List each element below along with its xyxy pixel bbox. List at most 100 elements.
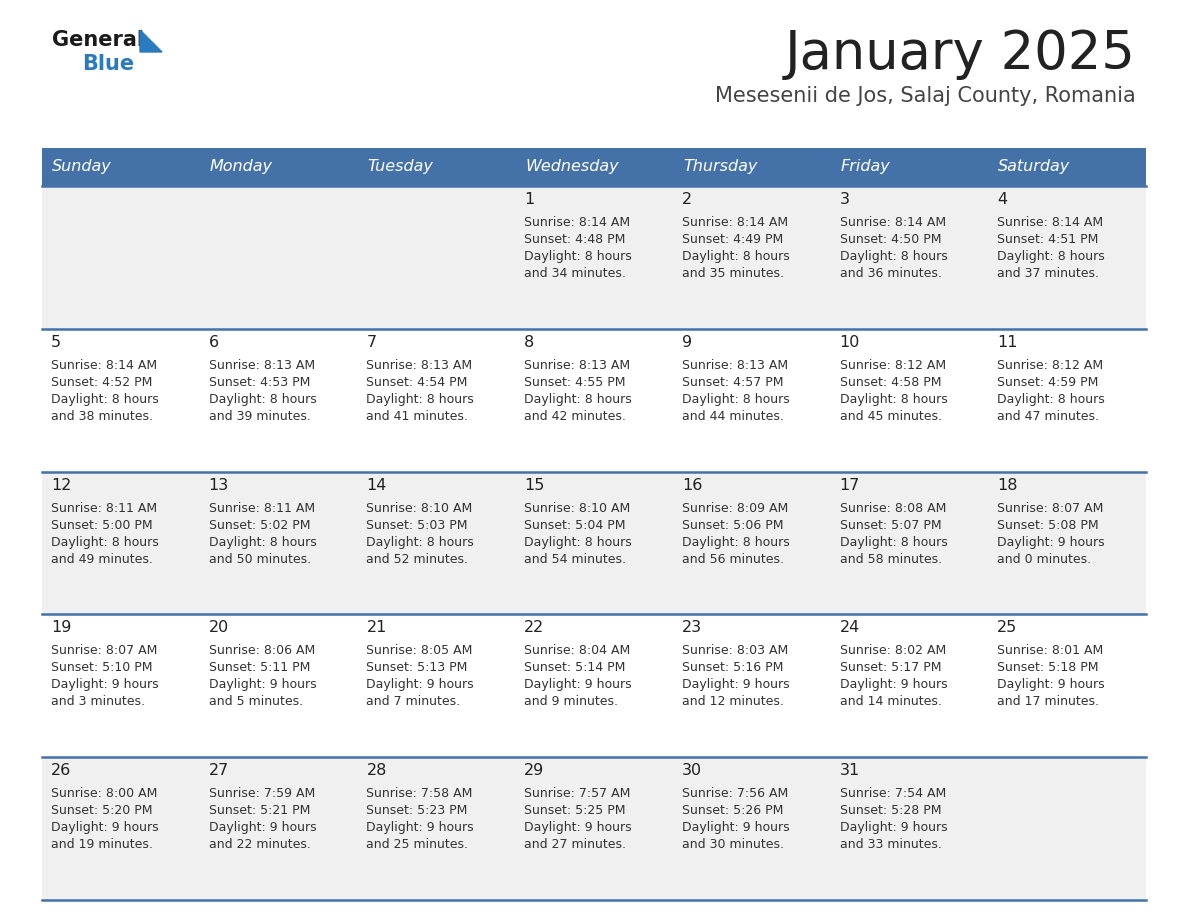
Text: Sunset: 5:14 PM: Sunset: 5:14 PM [524,661,626,675]
Text: Monday: Monday [210,160,273,174]
Text: Daylight: 8 hours: Daylight: 8 hours [524,535,632,549]
Text: Sunrise: 8:13 AM: Sunrise: 8:13 AM [524,359,631,372]
Text: Sunrise: 8:14 AM: Sunrise: 8:14 AM [51,359,157,372]
Text: 5: 5 [51,335,61,350]
Bar [42,757,1146,900]
Text: Sunset: 4:55 PM: Sunset: 4:55 PM [524,375,626,389]
Text: and 37 minutes.: and 37 minutes. [997,267,1099,280]
Text: 13: 13 [209,477,229,493]
Text: and 39 minutes.: and 39 minutes. [209,409,310,423]
Bar [358,148,516,186]
Text: Tuesday: Tuesday [367,160,434,174]
Text: Daylight: 9 hours: Daylight: 9 hours [524,822,632,834]
Text: Blue: Blue [82,54,134,74]
Text: and 30 minutes.: and 30 minutes. [682,838,784,851]
Text: Sunset: 4:51 PM: Sunset: 4:51 PM [997,233,1099,246]
Bar [42,472,1146,614]
Text: Sunrise: 8:01 AM: Sunrise: 8:01 AM [997,644,1104,657]
Text: 17: 17 [840,477,860,493]
Text: 23: 23 [682,621,702,635]
Text: and 27 minutes.: and 27 minutes. [524,838,626,851]
Text: Sunset: 5:00 PM: Sunset: 5:00 PM [51,519,152,532]
Text: Sunrise: 8:07 AM: Sunrise: 8:07 AM [51,644,157,657]
Text: Sunset: 4:49 PM: Sunset: 4:49 PM [682,233,783,246]
Text: Daylight: 8 hours: Daylight: 8 hours [840,250,947,263]
Text: 2: 2 [682,192,691,207]
Text: Sunset: 5:13 PM: Sunset: 5:13 PM [366,661,468,675]
Text: Daylight: 9 hours: Daylight: 9 hours [997,535,1105,549]
Text: Sunset: 5:07 PM: Sunset: 5:07 PM [840,519,941,532]
Text: Daylight: 9 hours: Daylight: 9 hours [209,678,316,691]
Text: Sunrise: 8:14 AM: Sunrise: 8:14 AM [997,216,1104,229]
Text: 6: 6 [209,335,219,350]
Text: Sunrise: 8:09 AM: Sunrise: 8:09 AM [682,501,788,515]
Text: and 49 minutes.: and 49 minutes. [51,553,153,565]
Text: Sunrise: 8:08 AM: Sunrise: 8:08 AM [840,501,946,515]
Bar [516,148,672,186]
Text: 26: 26 [51,763,71,778]
Text: Sunset: 4:59 PM: Sunset: 4:59 PM [997,375,1099,389]
Text: 19: 19 [51,621,71,635]
Text: 27: 27 [209,763,229,778]
Bar [42,148,200,186]
Text: Daylight: 9 hours: Daylight: 9 hours [524,678,632,691]
Text: Daylight: 9 hours: Daylight: 9 hours [209,822,316,834]
Text: Daylight: 8 hours: Daylight: 8 hours [209,535,316,549]
Text: Thursday: Thursday [683,160,757,174]
Text: Friday: Friday [841,160,890,174]
Text: Sunrise: 8:05 AM: Sunrise: 8:05 AM [366,644,473,657]
Text: and 33 minutes.: and 33 minutes. [840,838,941,851]
Text: and 58 minutes.: and 58 minutes. [840,553,942,565]
Text: Sunrise: 7:57 AM: Sunrise: 7:57 AM [524,788,631,800]
Bar [830,148,988,186]
Text: Daylight: 8 hours: Daylight: 8 hours [997,393,1105,406]
Text: and 50 minutes.: and 50 minutes. [209,553,311,565]
Text: Sunrise: 8:13 AM: Sunrise: 8:13 AM [682,359,788,372]
Text: 31: 31 [840,763,860,778]
Text: 30: 30 [682,763,702,778]
Text: and 36 minutes.: and 36 minutes. [840,267,941,280]
Text: Sunrise: 8:12 AM: Sunrise: 8:12 AM [997,359,1104,372]
Text: and 5 minutes.: and 5 minutes. [209,696,303,709]
Text: Daylight: 9 hours: Daylight: 9 hours [682,822,790,834]
Text: Sunrise: 8:14 AM: Sunrise: 8:14 AM [682,216,788,229]
Text: Daylight: 9 hours: Daylight: 9 hours [366,678,474,691]
Text: Sunrise: 8:06 AM: Sunrise: 8:06 AM [209,644,315,657]
Text: 15: 15 [524,477,544,493]
Text: and 25 minutes.: and 25 minutes. [366,838,468,851]
Text: and 54 minutes.: and 54 minutes. [524,553,626,565]
Text: Sunrise: 8:14 AM: Sunrise: 8:14 AM [524,216,631,229]
Text: Daylight: 9 hours: Daylight: 9 hours [366,822,474,834]
Text: Sunset: 5:11 PM: Sunset: 5:11 PM [209,661,310,675]
Text: Daylight: 8 hours: Daylight: 8 hours [524,393,632,406]
Text: Daylight: 8 hours: Daylight: 8 hours [840,535,947,549]
Bar [988,148,1146,186]
Text: Sunset: 5:25 PM: Sunset: 5:25 PM [524,804,626,817]
Text: Sunrise: 8:13 AM: Sunrise: 8:13 AM [366,359,473,372]
Text: Mesesenii de Jos, Salaj County, Romania: Mesesenii de Jos, Salaj County, Romania [715,86,1136,106]
Text: Sunset: 5:02 PM: Sunset: 5:02 PM [209,519,310,532]
Text: Sunrise: 7:56 AM: Sunrise: 7:56 AM [682,788,788,800]
Text: Daylight: 9 hours: Daylight: 9 hours [840,678,947,691]
Text: Wednesday: Wednesday [525,160,619,174]
Text: Sunset: 5:04 PM: Sunset: 5:04 PM [524,519,626,532]
Text: and 56 minutes.: and 56 minutes. [682,553,784,565]
Text: Daylight: 9 hours: Daylight: 9 hours [682,678,790,691]
Text: and 38 minutes.: and 38 minutes. [51,409,153,423]
Text: and 14 minutes.: and 14 minutes. [840,696,941,709]
Text: Sunset: 5:16 PM: Sunset: 5:16 PM [682,661,783,675]
Text: Sunset: 5:03 PM: Sunset: 5:03 PM [366,519,468,532]
Text: Sunset: 5:08 PM: Sunset: 5:08 PM [997,519,1099,532]
Text: Sunset: 5:21 PM: Sunset: 5:21 PM [209,804,310,817]
Text: January 2025: January 2025 [785,28,1136,80]
Text: and 7 minutes.: and 7 minutes. [366,696,461,709]
Text: Sunset: 4:48 PM: Sunset: 4:48 PM [524,233,626,246]
Text: Daylight: 8 hours: Daylight: 8 hours [997,250,1105,263]
Text: and 3 minutes.: and 3 minutes. [51,696,145,709]
Text: Sunset: 5:23 PM: Sunset: 5:23 PM [366,804,468,817]
Text: Sunset: 4:50 PM: Sunset: 4:50 PM [840,233,941,246]
Text: 7: 7 [366,335,377,350]
Text: 12: 12 [51,477,71,493]
Text: and 47 minutes.: and 47 minutes. [997,409,1099,423]
Text: 4: 4 [997,192,1007,207]
